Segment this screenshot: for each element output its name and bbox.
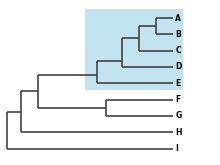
Text: A: A xyxy=(175,14,181,22)
Text: C: C xyxy=(175,46,181,55)
Text: G: G xyxy=(175,112,181,120)
Text: I: I xyxy=(175,144,178,153)
Text: B: B xyxy=(175,30,181,39)
Text: F: F xyxy=(175,95,181,104)
Text: H: H xyxy=(175,128,182,137)
Text: E: E xyxy=(175,79,181,88)
Text: D: D xyxy=(175,63,182,71)
Bar xyxy=(85,9,183,90)
